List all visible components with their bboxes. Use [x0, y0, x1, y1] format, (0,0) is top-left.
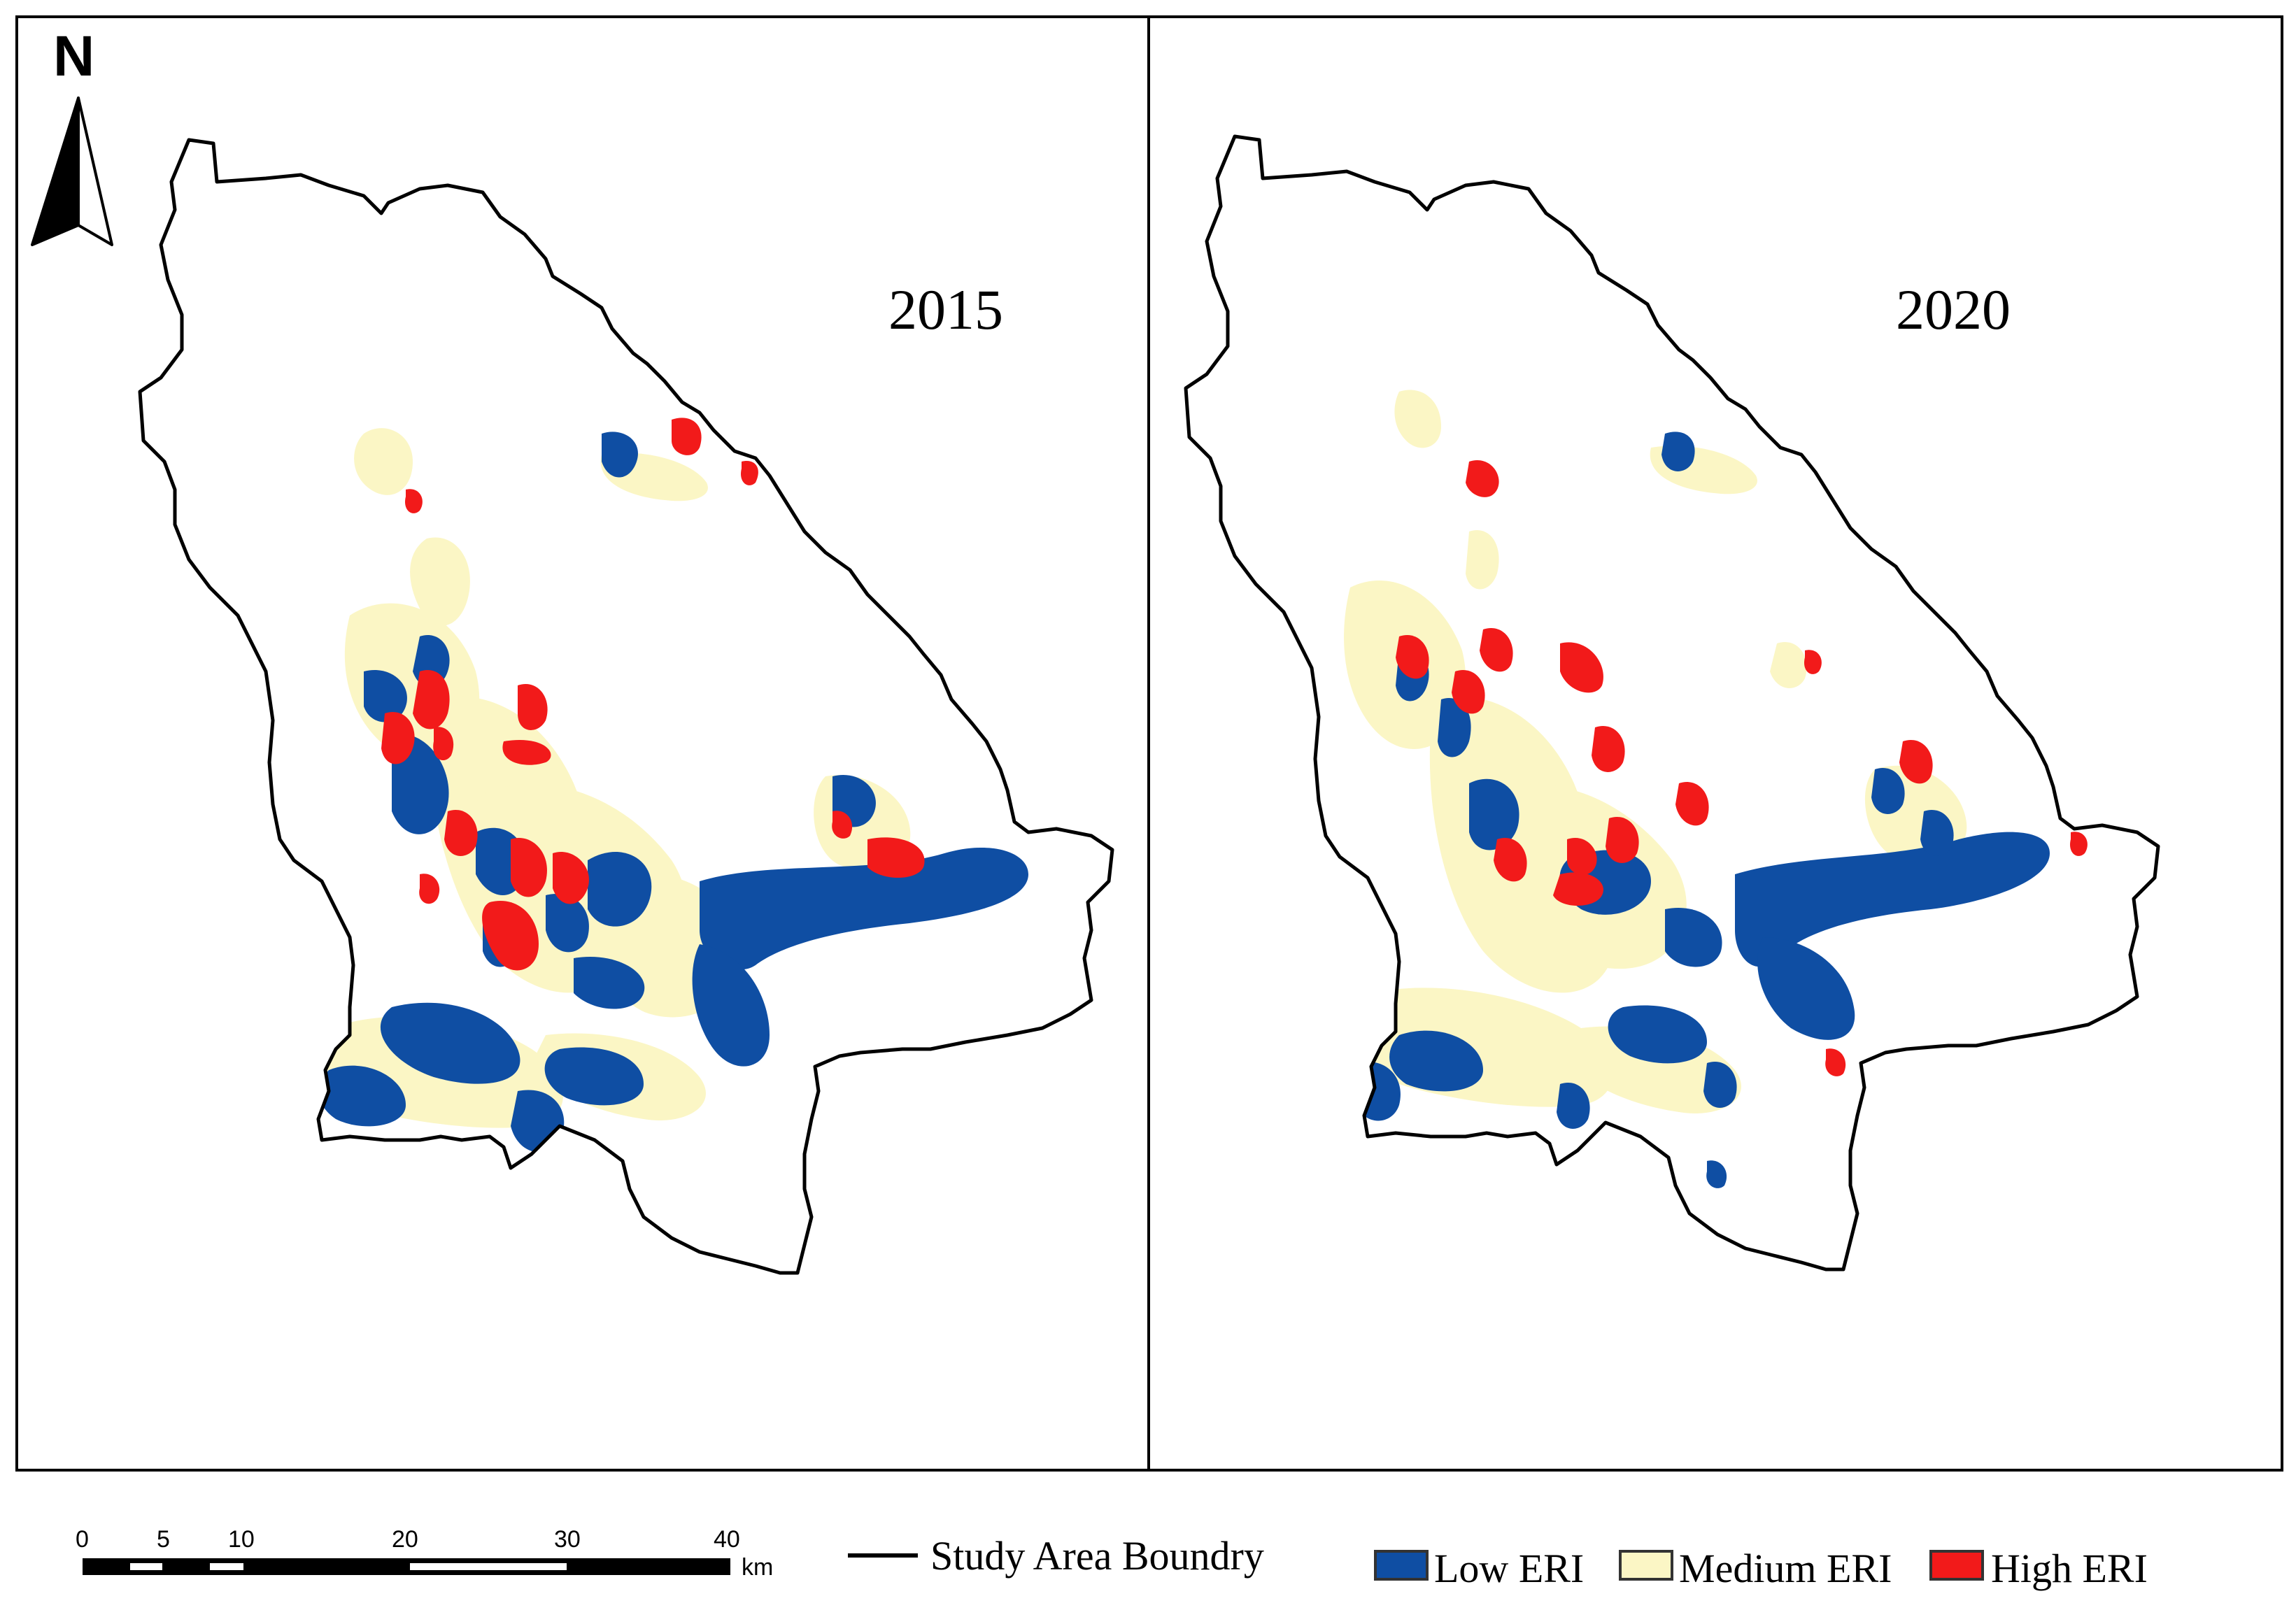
- legend-label: Medium ERI: [1679, 1546, 1892, 1591]
- panel-2015-frame: [15, 15, 1150, 1472]
- legend-high-eri: High ERI: [1929, 1546, 2148, 1591]
- scale-tick-label: 0: [76, 1526, 89, 1553]
- legend-low-eri: Low ERI: [1374, 1546, 1584, 1591]
- north-label: N: [53, 24, 94, 88]
- legend-boundary: Study Area Boundry: [848, 1533, 1264, 1579]
- scale-tick-label: 20: [392, 1526, 418, 1553]
- panel-2015: 2015: [140, 140, 1112, 1273]
- panel-2020-frame: [1147, 15, 2283, 1472]
- scale-bar: 0 5 10 20 30 40 km: [76, 1526, 773, 1581]
- scale-tick-label: 10: [228, 1526, 255, 1553]
- scale-tick-label: 30: [554, 1526, 581, 1553]
- scale-tick-label: 5: [157, 1526, 170, 1553]
- scale-tick-label: 40: [714, 1526, 740, 1553]
- panel-year-label: 2015: [888, 278, 1003, 341]
- north-arrow-icon: N: [31, 24, 113, 246]
- panel-year-label: 2020: [1896, 278, 2011, 341]
- legend-medium-eri: Medium ERI: [1619, 1546, 1892, 1591]
- legend-label: High ERI: [1991, 1546, 2148, 1591]
- scale-unit-label: km: [742, 1554, 773, 1581]
- legend-boundary-label: Study Area Boundry: [930, 1533, 1264, 1579]
- legend-label: Low ERI: [1434, 1546, 1584, 1591]
- panel-2020: 2020: [1186, 136, 2158, 1269]
